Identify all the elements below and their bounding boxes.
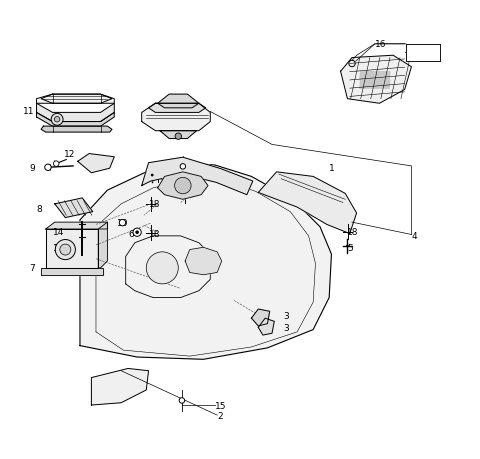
Polygon shape [258, 319, 274, 336]
Text: 5: 5 [146, 173, 152, 181]
Polygon shape [41, 127, 112, 133]
Text: 16: 16 [375, 40, 386, 49]
Circle shape [51, 114, 63, 126]
Text: 1: 1 [329, 163, 335, 173]
Polygon shape [160, 131, 197, 139]
Text: 3: 3 [283, 312, 289, 321]
Circle shape [175, 178, 191, 194]
Circle shape [54, 117, 60, 123]
Circle shape [133, 229, 141, 237]
Polygon shape [341, 56, 411, 104]
Polygon shape [370, 81, 380, 89]
Circle shape [45, 165, 51, 171]
Circle shape [151, 174, 154, 177]
Text: 18: 18 [348, 227, 359, 236]
Circle shape [346, 245, 349, 248]
Polygon shape [36, 104, 114, 122]
Text: 2: 2 [217, 411, 223, 420]
Text: 13: 13 [52, 243, 64, 252]
Polygon shape [55, 198, 93, 218]
Polygon shape [91, 369, 148, 405]
Text: 5: 5 [348, 243, 353, 252]
Text: 6: 6 [128, 230, 134, 239]
Polygon shape [360, 81, 370, 89]
Text: 7: 7 [29, 264, 35, 273]
Polygon shape [98, 223, 108, 268]
Text: 18: 18 [183, 191, 194, 200]
Polygon shape [370, 73, 380, 81]
Circle shape [53, 162, 59, 167]
Text: 17: 17 [413, 51, 424, 60]
Polygon shape [258, 173, 357, 234]
Polygon shape [46, 223, 108, 230]
Text: 12: 12 [64, 150, 75, 159]
Text: 18: 18 [156, 173, 167, 181]
Polygon shape [360, 73, 370, 81]
Circle shape [180, 164, 186, 170]
Polygon shape [158, 173, 208, 200]
Polygon shape [36, 95, 114, 104]
Circle shape [146, 252, 178, 284]
Polygon shape [148, 104, 206, 113]
Text: 11: 11 [23, 106, 34, 115]
Text: 10: 10 [117, 218, 128, 227]
Polygon shape [46, 230, 98, 268]
Polygon shape [41, 268, 103, 275]
Text: 14: 14 [52, 227, 64, 236]
Text: 18: 18 [148, 200, 160, 209]
Polygon shape [252, 309, 270, 326]
Bar [406, 45, 440, 62]
Polygon shape [158, 95, 199, 109]
Text: 15: 15 [215, 401, 227, 409]
Text: 15: 15 [206, 168, 217, 177]
Polygon shape [185, 248, 222, 275]
Polygon shape [78, 154, 114, 174]
Circle shape [179, 398, 185, 403]
Polygon shape [142, 158, 253, 195]
Text: 9: 9 [30, 163, 36, 173]
Text: 8: 8 [36, 204, 42, 213]
Polygon shape [142, 104, 210, 131]
Circle shape [60, 245, 71, 256]
Circle shape [135, 231, 139, 235]
Polygon shape [80, 163, 332, 359]
Text: 3: 3 [283, 323, 289, 332]
Circle shape [175, 134, 181, 140]
Text: 4: 4 [411, 232, 417, 241]
Circle shape [55, 240, 75, 260]
Text: 18: 18 [148, 230, 160, 239]
Polygon shape [380, 73, 390, 81]
Polygon shape [380, 81, 390, 89]
Polygon shape [41, 95, 112, 104]
Circle shape [120, 220, 126, 226]
Polygon shape [36, 113, 114, 127]
